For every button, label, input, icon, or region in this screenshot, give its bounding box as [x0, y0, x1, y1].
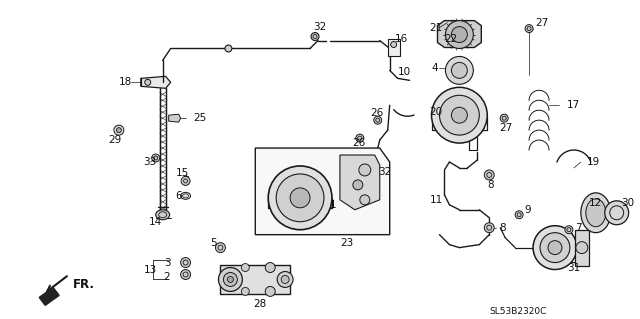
Text: 6: 6: [175, 191, 182, 201]
Polygon shape: [340, 155, 380, 210]
Text: FR.: FR.: [73, 278, 95, 291]
Circle shape: [359, 164, 371, 176]
Text: 5: 5: [211, 238, 217, 248]
Text: 21: 21: [429, 23, 443, 33]
Circle shape: [268, 166, 332, 230]
Text: 22: 22: [444, 33, 458, 43]
Text: 32: 32: [313, 22, 326, 32]
Circle shape: [431, 87, 487, 143]
Circle shape: [281, 276, 289, 284]
Text: 2: 2: [164, 272, 170, 283]
Text: 27: 27: [499, 123, 513, 133]
Circle shape: [114, 125, 124, 135]
Circle shape: [241, 287, 250, 295]
Text: 20: 20: [429, 107, 443, 117]
Circle shape: [152, 154, 160, 162]
Bar: [388, 39, 399, 56]
Text: 29: 29: [108, 135, 121, 145]
Text: 11: 11: [429, 195, 443, 205]
Text: 25: 25: [193, 113, 207, 123]
Ellipse shape: [586, 199, 605, 227]
Bar: [575, 230, 589, 265]
Circle shape: [605, 201, 628, 225]
Circle shape: [515, 211, 523, 219]
Ellipse shape: [180, 192, 191, 199]
Circle shape: [500, 114, 508, 122]
Text: 23: 23: [340, 238, 353, 248]
Circle shape: [440, 95, 479, 135]
Text: 31: 31: [567, 263, 580, 272]
Text: 7: 7: [575, 223, 582, 233]
Circle shape: [265, 263, 275, 272]
Text: 9: 9: [524, 205, 531, 215]
Text: 4: 4: [431, 63, 438, 73]
Circle shape: [356, 134, 364, 142]
Circle shape: [277, 271, 293, 287]
Text: 26: 26: [370, 108, 383, 118]
Polygon shape: [169, 114, 180, 122]
Text: 26: 26: [352, 138, 365, 148]
Circle shape: [353, 180, 363, 190]
Circle shape: [445, 21, 474, 48]
Circle shape: [116, 128, 122, 133]
Circle shape: [180, 270, 191, 279]
Polygon shape: [141, 76, 171, 88]
Ellipse shape: [156, 210, 170, 220]
Polygon shape: [438, 21, 481, 48]
Circle shape: [576, 241, 588, 254]
Text: 13: 13: [144, 264, 157, 275]
Text: 30: 30: [621, 198, 634, 208]
Text: 14: 14: [148, 217, 162, 227]
Circle shape: [451, 107, 467, 123]
Text: 12: 12: [589, 198, 602, 208]
Text: 28: 28: [253, 299, 267, 309]
Text: 16: 16: [395, 33, 408, 43]
Circle shape: [227, 277, 234, 282]
Circle shape: [360, 195, 370, 205]
Circle shape: [484, 170, 494, 180]
Circle shape: [218, 268, 243, 292]
Circle shape: [390, 41, 397, 48]
Polygon shape: [255, 148, 390, 235]
Circle shape: [451, 63, 467, 78]
Text: SL53B2320C: SL53B2320C: [489, 307, 547, 316]
Polygon shape: [39, 287, 59, 305]
Text: 1: 1: [330, 200, 337, 210]
Circle shape: [223, 272, 237, 286]
Circle shape: [276, 174, 324, 222]
Circle shape: [216, 243, 225, 253]
Circle shape: [311, 33, 319, 41]
Circle shape: [180, 257, 191, 268]
Text: 15: 15: [175, 168, 189, 178]
Circle shape: [540, 233, 570, 263]
Ellipse shape: [581, 193, 611, 233]
Text: 3: 3: [164, 257, 170, 268]
Bar: [220, 264, 290, 294]
Circle shape: [290, 188, 310, 208]
Text: 33: 33: [143, 157, 156, 167]
Text: 8: 8: [487, 180, 494, 190]
Circle shape: [451, 26, 467, 42]
Circle shape: [548, 241, 562, 255]
Text: 8: 8: [499, 223, 506, 233]
Text: 19: 19: [587, 157, 600, 167]
Circle shape: [565, 226, 573, 234]
Circle shape: [525, 25, 533, 33]
Circle shape: [145, 79, 151, 85]
Circle shape: [533, 226, 577, 270]
Circle shape: [445, 56, 474, 84]
Text: 10: 10: [397, 67, 411, 78]
Circle shape: [374, 116, 381, 124]
Text: 32: 32: [378, 167, 391, 177]
Circle shape: [181, 176, 190, 185]
Circle shape: [225, 45, 232, 52]
Circle shape: [241, 263, 250, 271]
Text: 17: 17: [567, 100, 580, 110]
Text: 27: 27: [535, 18, 548, 28]
Text: 18: 18: [119, 77, 132, 87]
Circle shape: [265, 286, 275, 296]
Circle shape: [484, 223, 494, 233]
